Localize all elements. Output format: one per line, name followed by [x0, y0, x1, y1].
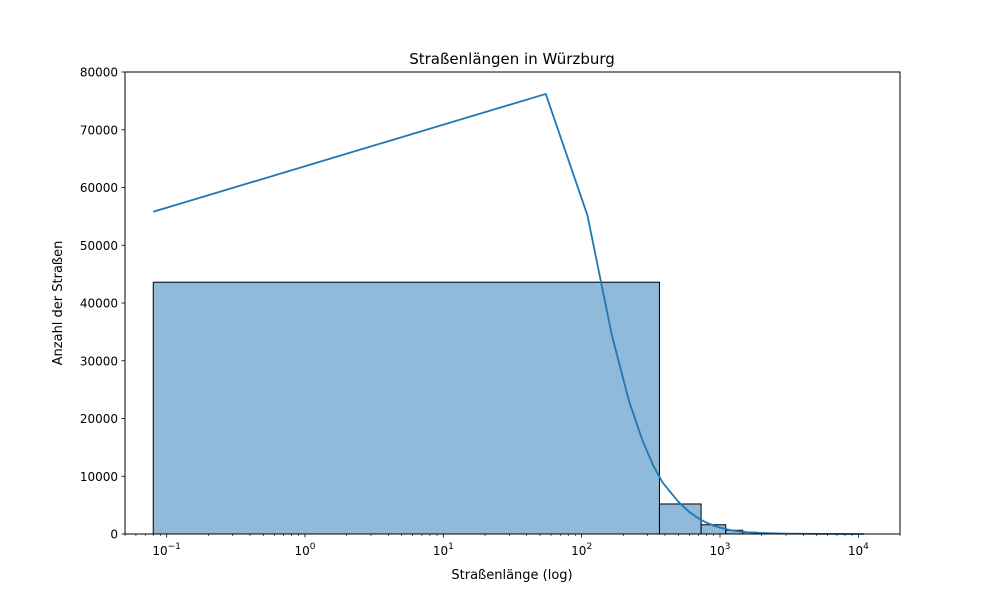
y-tick-label: 50000 [80, 239, 118, 253]
y-axis: 0 10000 20000 30000 40000 50000 60000 70000 8000… [80, 66, 125, 542]
histogram-bar [658, 503, 702, 535]
x-tick-exponent: 4 [863, 542, 869, 552]
x-tick-base: 10 [152, 544, 167, 558]
x-axis: 10−1 100 101 102 103 104 [124, 534, 901, 558]
y-axis-label: Anzahl der Straßen [51, 241, 66, 366]
chart-title: Straßenlängen in Würzburg [409, 50, 615, 68]
y-tick-label: 30000 [80, 354, 118, 368]
y-tick-label: 80000 [80, 66, 118, 80]
y-tick-label: 40000 [80, 297, 118, 311]
x-tick-label: 101 [433, 542, 454, 558]
x-tick-label: 104 [848, 542, 869, 558]
x-axis-label: Straßenlänge (log) [451, 568, 572, 583]
x-tick-base: 10 [571, 544, 586, 558]
x-tick-base: 10 [294, 544, 309, 558]
x-tick-exponent: −1 [168, 542, 181, 552]
y-tick-label: 70000 [80, 123, 118, 137]
x-tick-exponent: 3 [725, 542, 731, 552]
y-tick-label: 10000 [80, 470, 118, 484]
x-tick-base: 10 [848, 544, 863, 558]
histogram-bars [152, 281, 865, 535]
x-tick-exponent: 1 [448, 542, 454, 552]
x-tick-base: 10 [710, 544, 725, 558]
x-tick-label: 10−1 [152, 542, 181, 558]
x-tick-exponent: 0 [310, 542, 316, 552]
x-tick-exponent: 2 [586, 542, 592, 552]
x-tick-label: 102 [571, 542, 592, 558]
x-tick-label: 103 [710, 542, 731, 558]
x-tick-base: 10 [433, 544, 448, 558]
x-tick-label: 100 [294, 542, 315, 558]
y-tick-label: 60000 [80, 181, 118, 195]
y-tick-label: 20000 [80, 412, 118, 426]
y-tick-label: 0 [110, 528, 118, 542]
histogram-bar [152, 281, 660, 535]
